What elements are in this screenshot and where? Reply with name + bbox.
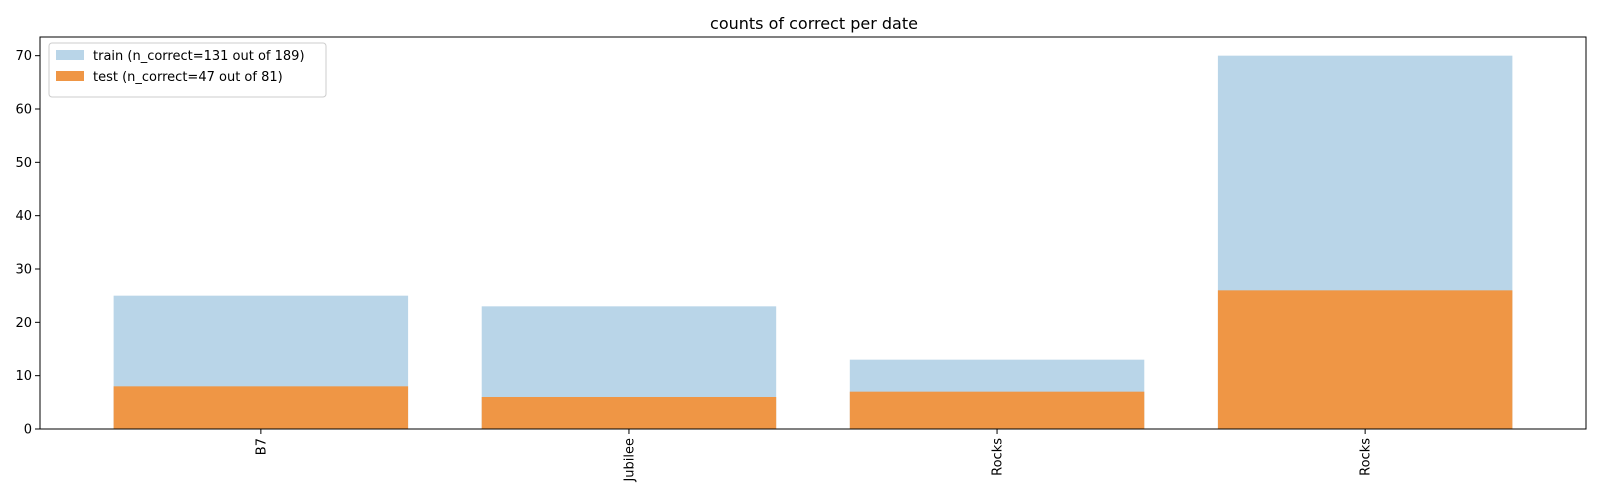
y-tick-label: 10 bbox=[15, 369, 32, 384]
legend-swatch-train bbox=[56, 50, 84, 60]
y-tick-label: 60 bbox=[15, 103, 32, 118]
bar-test-0 bbox=[113, 386, 409, 429]
y-tick-label: 40 bbox=[15, 209, 32, 224]
y-tick-label: 50 bbox=[15, 156, 32, 171]
bar-test-2 bbox=[849, 391, 1145, 429]
y-tick-label: 30 bbox=[15, 263, 32, 278]
x-tick-label: Rocks bbox=[991, 438, 1006, 476]
legend: train (n_correct=131 out of 189) test (n_… bbox=[48, 42, 327, 98]
bar-test-1 bbox=[481, 397, 777, 429]
y-tick-label: 20 bbox=[15, 316, 32, 331]
x-tick-label: Rocks bbox=[1359, 438, 1374, 476]
bars-layer bbox=[113, 55, 1513, 430]
bar-test-3 bbox=[1217, 290, 1513, 429]
axes-layer: 0 10 20 30 40 50 60 70 B7 Jubilee Rocks Rocks bbox=[15, 36, 1587, 483]
legend-box bbox=[48, 42, 327, 98]
y-tick-label: 70 bbox=[15, 49, 32, 64]
y-tick-label: 0 bbox=[24, 423, 32, 438]
chart-title: counts of correct per date bbox=[710, 14, 918, 33]
legend-label-test: test (n_correct=47 out of 81) bbox=[93, 70, 283, 85]
x-tick-label: B7 bbox=[254, 438, 269, 455]
legend-label-train: train (n_correct=131 out of 189) bbox=[93, 49, 305, 64]
plot-frame bbox=[39, 36, 1587, 430]
legend-swatch-test bbox=[56, 71, 84, 81]
x-tick-label: Jubilee bbox=[622, 438, 637, 483]
